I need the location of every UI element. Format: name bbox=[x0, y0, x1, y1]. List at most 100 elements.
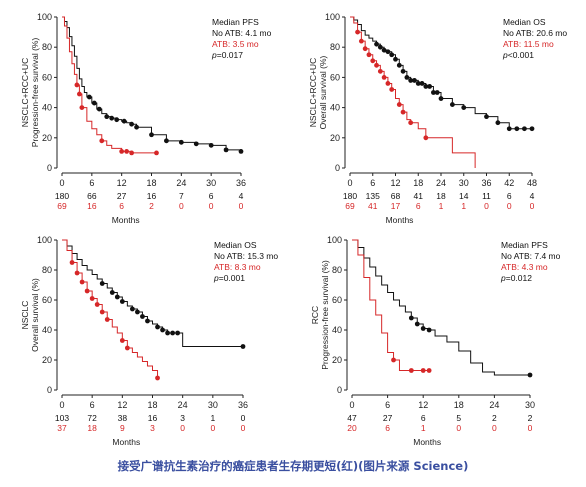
censor-point-no-atb bbox=[149, 132, 154, 138]
y-axis-label-line: NSCLC+RCC+UC bbox=[308, 58, 318, 127]
risk-count-atb: 6 bbox=[119, 201, 124, 211]
x-axis-label: Months bbox=[386, 215, 414, 225]
x-tick-label: 30 bbox=[208, 400, 218, 410]
x-tick-label: 24 bbox=[176, 178, 186, 188]
y-tick-label: 20 bbox=[42, 355, 52, 365]
risk-count-no-atb: 7 bbox=[179, 191, 184, 201]
risk-count-atb: 6 bbox=[385, 423, 390, 433]
risk-count-atb: 0 bbox=[239, 201, 244, 211]
risk-count-no-atb: 4 bbox=[530, 191, 535, 201]
censor-point-atb bbox=[420, 368, 426, 373]
x-tick-label: 6 bbox=[370, 178, 375, 188]
risk-count-no-atb: 180 bbox=[55, 191, 69, 201]
x-tick-label: 0 bbox=[349, 400, 354, 410]
censor-point-no-atb bbox=[415, 81, 421, 86]
risk-count-atb: 1 bbox=[421, 423, 426, 433]
median-title: Median OS bbox=[503, 17, 546, 27]
censor-point-no-atb bbox=[134, 124, 139, 130]
censor-point-no-atb bbox=[385, 49, 391, 55]
censor-point-atb bbox=[391, 357, 396, 363]
censor-point-atb bbox=[366, 52, 372, 58]
censor-point-atb bbox=[400, 109, 406, 115]
risk-count-atb: 2 bbox=[149, 201, 154, 211]
risk-count-atb: 0 bbox=[241, 423, 246, 433]
x-tick-label: 36 bbox=[236, 178, 246, 188]
x-tick-label: 6 bbox=[89, 178, 94, 188]
series-line-atb bbox=[352, 239, 430, 371]
x-tick-label: 42 bbox=[504, 178, 514, 188]
risk-count-atb: 17 bbox=[391, 201, 401, 211]
y-tick-label: 60 bbox=[332, 295, 342, 305]
censor-point-no-atb bbox=[104, 114, 110, 120]
censor-point-atb bbox=[69, 260, 75, 265]
censor-point-atb bbox=[124, 148, 130, 154]
p-symbol: p bbox=[500, 273, 506, 283]
censor-point-no-atb bbox=[420, 326, 426, 331]
censor-point-no-atb bbox=[431, 90, 436, 95]
x-tick-label: 0 bbox=[59, 178, 64, 188]
censor-point-no-atb bbox=[400, 68, 406, 74]
risk-count-atb: 0 bbox=[484, 201, 489, 211]
risk-count-no-atb: 16 bbox=[147, 191, 157, 201]
x-tick-label: 0 bbox=[347, 178, 352, 188]
censor-point-atb bbox=[358, 38, 364, 44]
censor-point-no-atb bbox=[91, 100, 97, 106]
median-no-atb: No ATB: 20.6 mo bbox=[503, 28, 567, 38]
risk-count-no-atb: 68 bbox=[391, 191, 401, 201]
censor-point-no-atb bbox=[461, 105, 467, 110]
risk-count-atb: 0 bbox=[456, 423, 461, 433]
censor-point-no-atb bbox=[495, 120, 501, 126]
y-tick-label: 40 bbox=[330, 103, 340, 113]
risk-count-atb: 20 bbox=[347, 423, 357, 433]
risk-count-no-atb: 18 bbox=[436, 191, 446, 201]
y-tick-label: 0 bbox=[47, 385, 52, 395]
risk-count-no-atb: 72 bbox=[87, 413, 97, 423]
x-axis-label: Months bbox=[112, 215, 140, 225]
x-tick-label: 6 bbox=[90, 400, 95, 410]
p-value: =0.001 bbox=[219, 273, 246, 283]
y-tick-label: 60 bbox=[42, 72, 52, 82]
censor-point-no-atb bbox=[145, 318, 150, 324]
y-tick-label: 100 bbox=[37, 235, 52, 245]
censor-point-atb bbox=[381, 75, 387, 80]
censor-point-no-atb bbox=[160, 327, 165, 333]
p-value-text: p=0.012 bbox=[500, 273, 532, 283]
p-symbol: p bbox=[211, 50, 217, 60]
risk-count-no-atb: 3 bbox=[180, 413, 185, 423]
censor-point-no-atb bbox=[404, 75, 410, 80]
censor-point-atb bbox=[370, 58, 376, 64]
risk-count-atb: 3 bbox=[150, 423, 155, 433]
censor-point-no-atb bbox=[374, 41, 379, 47]
median-atb: ATB: 8.3 mo bbox=[214, 262, 261, 272]
risk-count-no-atb: 27 bbox=[383, 413, 393, 423]
censor-point-no-atb bbox=[119, 299, 125, 304]
risk-count-no-atb: 6 bbox=[209, 191, 214, 201]
censor-point-no-atb bbox=[238, 148, 244, 154]
x-tick-label: 12 bbox=[117, 400, 127, 410]
y-axis-label-line: Overall survival (%) bbox=[318, 55, 328, 129]
censor-point-no-atb bbox=[527, 372, 533, 378]
censor-point-no-atb bbox=[193, 141, 199, 147]
p-symbol: p bbox=[502, 50, 508, 60]
risk-count-no-atb: 2 bbox=[492, 413, 497, 423]
censor-point-no-atb bbox=[240, 344, 246, 349]
censor-point-atb bbox=[426, 368, 432, 373]
censor-point-atb bbox=[89, 296, 95, 301]
censor-point-atb bbox=[119, 148, 125, 154]
risk-count-no-atb: 41 bbox=[414, 191, 424, 201]
censor-point-atb bbox=[408, 120, 414, 126]
y-tick-label: 100 bbox=[325, 12, 340, 22]
y-tick-label: 0 bbox=[337, 385, 342, 395]
censor-point-no-atb bbox=[426, 327, 432, 333]
risk-count-atb: 69 bbox=[345, 201, 355, 211]
censor-point-no-atb bbox=[129, 306, 135, 312]
p-value: =0.017 bbox=[217, 50, 244, 60]
censor-point-no-atb bbox=[506, 126, 512, 132]
y-tick-label: 40 bbox=[42, 103, 52, 113]
censor-point-no-atb bbox=[449, 102, 455, 107]
p-value: =0.012 bbox=[506, 273, 533, 283]
risk-count-no-atb: 2 bbox=[528, 413, 533, 423]
x-tick-label: 36 bbox=[481, 178, 491, 188]
